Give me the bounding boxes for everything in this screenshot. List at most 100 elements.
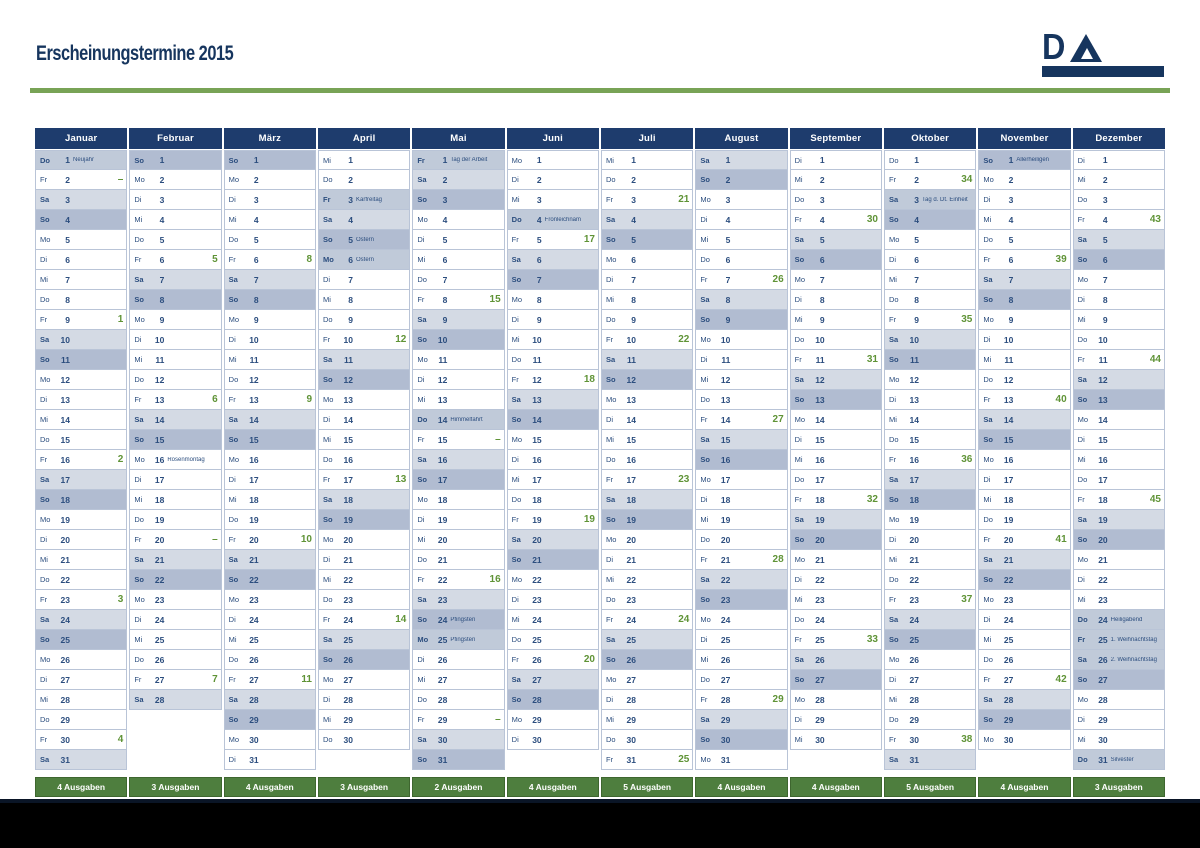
day-number: 11: [61, 354, 70, 365]
day-number: 8: [1008, 294, 1014, 305]
day-number: 13: [532, 394, 542, 405]
day-row: Mi 10: [506, 330, 599, 350]
footer-ausgaben-märz: 4 Ausgaben: [223, 777, 316, 797]
day-row: Mi 29: [318, 710, 411, 730]
weekday-label: Di: [511, 455, 519, 464]
day-row: Mi 18: [129, 490, 222, 510]
day-number: 3: [348, 194, 353, 205]
weekday-label: Fr: [417, 715, 425, 724]
day-number: 9: [819, 314, 825, 325]
weekday-label: Mi: [889, 275, 897, 284]
day-cell-empty: [129, 730, 222, 750]
day-number: 31: [909, 754, 919, 765]
weekday-label: Mi: [606, 295, 614, 304]
day-row: So 2: [695, 170, 788, 190]
weekday-label: So: [228, 715, 239, 724]
weekday-label: Mi: [134, 355, 143, 364]
day-number: 4: [348, 214, 353, 225]
day-number: 21: [626, 554, 636, 565]
weekday-label: Mi: [40, 415, 48, 424]
day-number: 4: [1102, 214, 1108, 225]
day-row: Sa 19: [1072, 510, 1165, 530]
day-row: Fr 2 –: [35, 170, 128, 190]
weekday-label: Mo: [40, 655, 51, 664]
day-number: 8: [442, 294, 448, 305]
day-number: 24: [626, 614, 636, 625]
day-number: 9: [631, 314, 636, 325]
weekday-label: Sa: [889, 615, 899, 624]
day-row: So 26: [318, 650, 411, 670]
day-row: So 6: [1072, 250, 1165, 270]
day-row: Fr 2 34: [884, 170, 977, 190]
day-number: 5: [819, 234, 825, 245]
weekday-label: Sa: [228, 695, 238, 704]
day-number: 7: [819, 274, 825, 285]
day-number: 9: [159, 314, 165, 325]
weekday-label: So: [983, 295, 993, 304]
day-row: Mi 27: [412, 670, 505, 690]
weekday-label: Do: [40, 295, 50, 304]
day-number: 29: [909, 714, 919, 725]
day-number: 30: [626, 734, 636, 745]
weekday-label: So: [889, 635, 899, 644]
weekday-label: Fr: [700, 415, 708, 424]
day-number: 11: [1098, 354, 1108, 365]
weekday-label: Mo: [40, 235, 51, 244]
weekday-label: Mi: [794, 595, 803, 604]
day-number: 28: [343, 694, 353, 705]
day-number: 6: [442, 254, 448, 265]
weekday-label: Do: [417, 555, 427, 564]
day-number: 11: [249, 354, 259, 365]
day-number: 10: [815, 334, 825, 345]
day-row: Fr 27 11: [223, 670, 316, 690]
day-row: So 14: [506, 410, 599, 430]
day-row: So 13: [789, 390, 882, 410]
day-row: Mo 10: [695, 330, 788, 350]
weekday-label: So: [417, 335, 427, 344]
day-row: Di 27: [884, 670, 977, 690]
day-number: 20: [1003, 534, 1014, 545]
weekday-label: Fr: [606, 475, 614, 484]
day-number: 31: [249, 754, 259, 765]
day-number: 27: [815, 674, 825, 685]
month-header-label: August: [695, 128, 788, 149]
weekday-label: Fr: [511, 655, 519, 664]
weekday-label: Di: [417, 515, 425, 524]
day-number: 14: [720, 414, 731, 425]
day-number: 1: [631, 155, 636, 165]
day-row: So 21: [506, 550, 599, 570]
day-row: Di 7: [318, 270, 411, 290]
weekday-label: Mi: [794, 735, 803, 744]
day-number: 24: [1003, 614, 1014, 625]
day-row: Mo 12: [35, 370, 128, 390]
day-row: Do 24 Heiligabend: [1072, 610, 1165, 630]
day-row: Do 8: [35, 290, 128, 310]
day-row: Do 27: [695, 670, 788, 690]
day-row: So 20: [789, 530, 882, 550]
weekday-label: Sa: [134, 555, 144, 564]
weekday-label: Fr: [983, 675, 991, 684]
day-row: Mo 5: [884, 230, 977, 250]
weekday-label: Mi: [606, 435, 614, 444]
day-number: 24: [815, 614, 825, 625]
day-number: 3: [631, 194, 636, 205]
day-row: Mi 8: [318, 290, 411, 310]
day-row: So 3: [412, 190, 505, 210]
day-row: Do 9: [318, 310, 411, 330]
weekday-label: Do: [417, 695, 427, 704]
weekday-label: So: [700, 315, 710, 324]
day-row: Do 12: [978, 370, 1071, 390]
weekday-label: So: [700, 455, 710, 464]
day-number: 22: [626, 574, 636, 585]
day-number: 21: [437, 554, 448, 565]
day-row: Mo 24: [695, 610, 788, 630]
day-row: Sa 16: [412, 450, 505, 470]
logo-triangle-a-counter: [1081, 48, 1093, 59]
day-row: Sa 23: [412, 590, 505, 610]
day-row: Mi 9: [1072, 310, 1165, 330]
day-row: Mi 24: [506, 610, 599, 630]
weekday-label: Fr: [983, 535, 991, 544]
weekday-label: Do: [889, 155, 899, 165]
weekday-label: Sa: [606, 215, 616, 224]
day-number: 17: [1098, 474, 1108, 485]
